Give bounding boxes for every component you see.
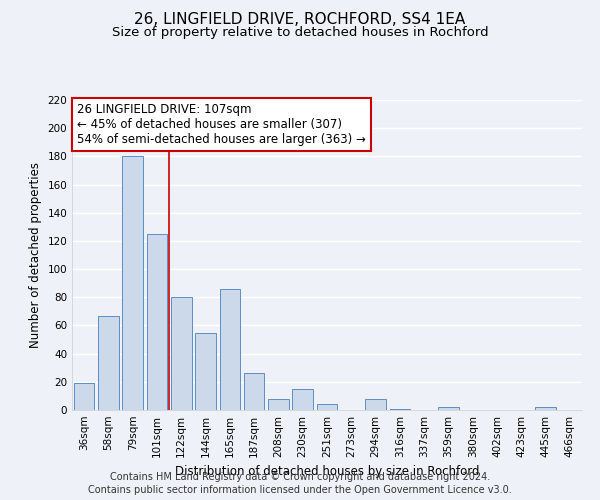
Bar — [535, 407, 556, 410]
Bar — [292, 389, 313, 410]
Bar — [317, 404, 337, 410]
Bar — [195, 332, 216, 410]
Bar — [244, 374, 265, 410]
Bar — [389, 408, 410, 410]
Text: 26, LINGFIELD DRIVE, ROCHFORD, SS4 1EA: 26, LINGFIELD DRIVE, ROCHFORD, SS4 1EA — [134, 12, 466, 28]
Text: 26 LINGFIELD DRIVE: 107sqm
← 45% of detached houses are smaller (307)
54% of sem: 26 LINGFIELD DRIVE: 107sqm ← 45% of deta… — [77, 103, 366, 146]
X-axis label: Distribution of detached houses by size in Rochford: Distribution of detached houses by size … — [175, 466, 479, 478]
Bar — [220, 289, 240, 410]
Bar — [171, 298, 191, 410]
Y-axis label: Number of detached properties: Number of detached properties — [29, 162, 42, 348]
Bar — [268, 398, 289, 410]
Bar — [146, 234, 167, 410]
Bar — [74, 383, 94, 410]
Bar — [438, 407, 459, 410]
Bar — [98, 316, 119, 410]
Bar — [122, 156, 143, 410]
Text: Size of property relative to detached houses in Rochford: Size of property relative to detached ho… — [112, 26, 488, 39]
Bar — [365, 398, 386, 410]
Text: Contains HM Land Registry data © Crown copyright and database right 2024.: Contains HM Land Registry data © Crown c… — [110, 472, 490, 482]
Text: Contains public sector information licensed under the Open Government Licence v3: Contains public sector information licen… — [88, 485, 512, 495]
